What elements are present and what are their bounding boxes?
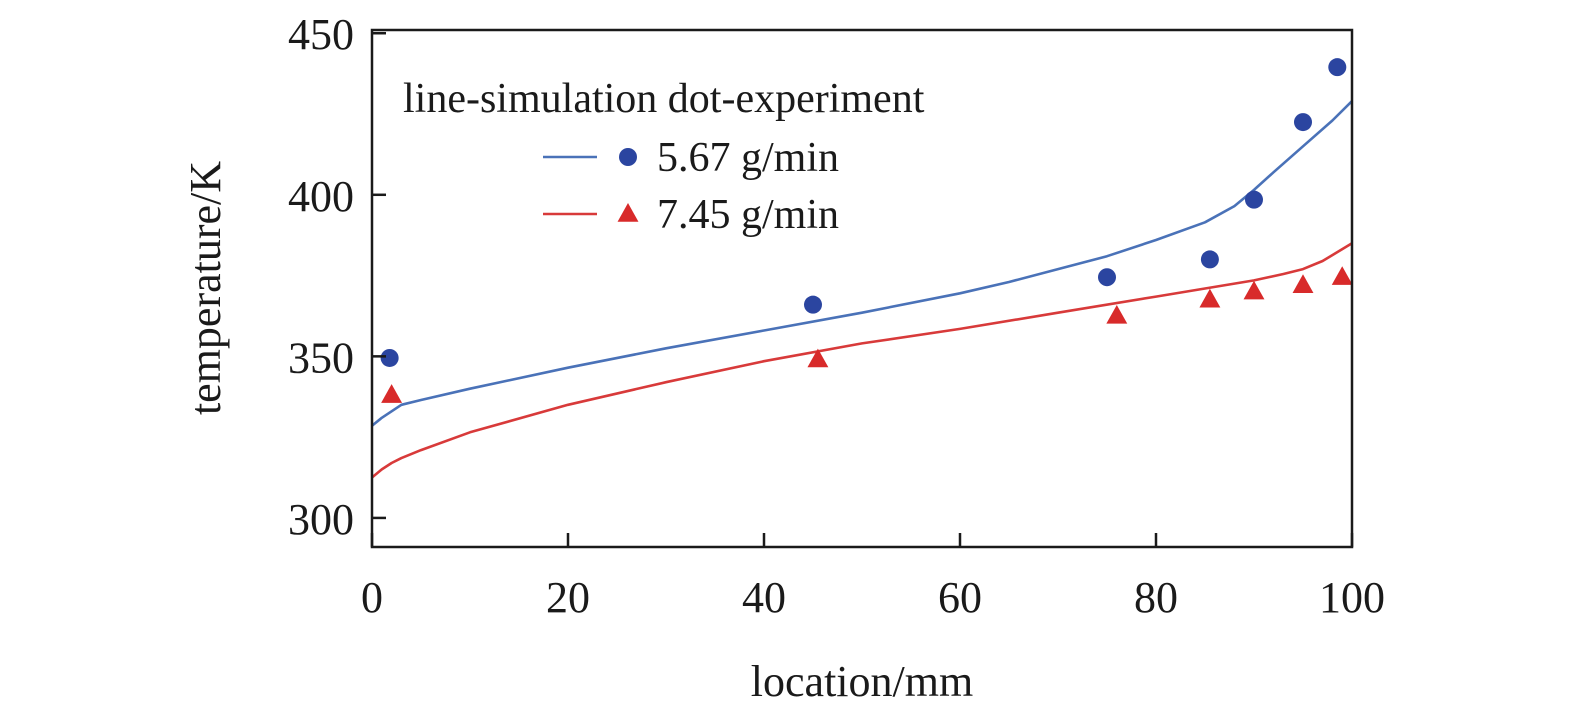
legend-label-1: 5.67 g/min <box>657 135 839 181</box>
series-2-point-1 <box>381 384 403 403</box>
series-2-point-3 <box>1106 304 1128 324</box>
legend-label-2: 7.45 g/min <box>657 192 839 238</box>
y-tick-label-450: 450 <box>288 10 354 59</box>
x-tick-label-0: 0 <box>361 573 383 622</box>
y-tick-label-400: 400 <box>288 172 354 221</box>
series-2-point-5 <box>1243 280 1265 300</box>
x-tick-label-80: 80 <box>1134 573 1178 622</box>
legend-marker-1 <box>619 148 637 166</box>
x-axis-title: location/mm <box>751 657 973 706</box>
x-tick-label-100: 100 <box>1319 573 1385 622</box>
x-tick-label-40: 40 <box>742 573 786 622</box>
y-tick-label-350: 350 <box>288 333 354 382</box>
series-1-point-2 <box>804 295 822 314</box>
series-line-2 <box>371 242 1353 479</box>
plot-frame <box>370 28 1354 549</box>
series-1-point-7 <box>1328 58 1347 77</box>
series-1-point-6 <box>1294 113 1312 132</box>
y-axis-title: temperature/K <box>181 161 230 415</box>
series-2-point-2 <box>807 348 829 368</box>
series-2-point-4 <box>1199 288 1221 308</box>
series-line-1 <box>371 100 1353 427</box>
series-1-point-4 <box>1200 250 1219 269</box>
axis-ticks: 0 20 40 60 80 100 300 350 400 450 <box>288 10 1385 622</box>
series-1-point-5 <box>1245 190 1263 209</box>
series-1-point-1 <box>380 348 399 367</box>
x-tick-label-20: 20 <box>546 573 590 622</box>
legend: line-simulation dot-experiment 5.67 g/mi… <box>403 76 925 238</box>
legend-marker-2 <box>617 203 639 222</box>
legend-header: line-simulation dot-experiment <box>403 76 925 122</box>
series-1-point-3 <box>1098 268 1116 287</box>
y-tick-label-300: 300 <box>288 495 354 544</box>
series-layer <box>371 58 1353 479</box>
x-tick-label-60: 60 <box>938 573 982 622</box>
series-2-point-6 <box>1292 274 1314 293</box>
series-2-point-7 <box>1331 266 1353 285</box>
